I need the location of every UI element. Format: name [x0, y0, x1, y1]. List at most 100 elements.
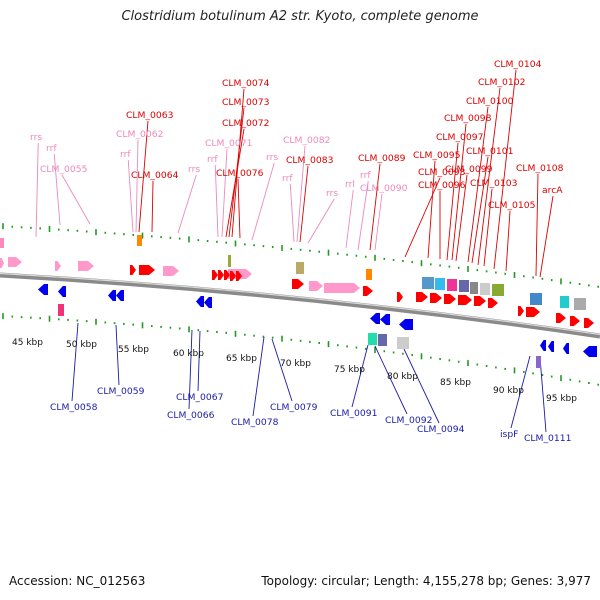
leader-line	[471, 156, 489, 264]
gene-box-feature	[378, 334, 387, 346]
leader-line	[35, 142, 39, 238]
top-gene-label: CLM_0072	[222, 118, 269, 129]
top-gene-label: CLM_0105	[488, 200, 536, 211]
top-gene-label: CLM_0098	[444, 113, 492, 124]
top-gene-label: rrl	[345, 179, 355, 190]
reverse-gene-feature	[548, 341, 554, 352]
forward-gene-feature	[526, 307, 540, 317]
top-gene-label: rrs	[30, 132, 42, 143]
forward-gene-feature	[444, 294, 456, 304]
leader-line	[403, 348, 440, 424]
bottom-gene-label: CLM_0058	[50, 402, 98, 413]
top-gene-label: CLM_0063	[126, 110, 174, 121]
forward-gene-feature	[212, 270, 218, 280]
top-gene-label: arcA	[542, 185, 563, 196]
scale-label: 75 kbp	[334, 365, 365, 375]
top-gene-label: rrs	[266, 152, 278, 163]
leader-line	[345, 189, 354, 249]
scale-label: 95 kbp	[546, 394, 577, 404]
forward-gene-feature	[416, 292, 428, 302]
gene-features	[0, 235, 597, 368]
reverse-gene-feature	[38, 284, 48, 295]
leader-line	[296, 145, 306, 243]
reverse-gene-feature	[563, 343, 569, 354]
forward-gene-feature	[518, 306, 524, 316]
top-gene-label: rrf	[360, 170, 371, 181]
leader-line	[237, 178, 241, 239]
forward-gene-feature	[430, 293, 442, 303]
leader-line	[351, 344, 369, 408]
leader-line	[467, 106, 489, 263]
leader-line	[214, 164, 219, 238]
leader-line	[197, 330, 201, 392]
forward-gene-feature	[556, 313, 566, 323]
scale-labels: 45 kbp 50 kbp 55 kbp 60 kbp 65 kbp 70 kbp 75 k…	[12, 338, 577, 404]
forward-gene-feature	[230, 271, 236, 281]
top-gene-label: CLM_0108	[516, 163, 564, 174]
top-gene-label: rrf	[120, 149, 131, 160]
scale-label: 55 kbp	[118, 345, 149, 355]
top-gene-label: CLM_0093	[418, 167, 466, 178]
inner-tick-track	[2, 313, 600, 386]
reverse-gene-feature	[116, 290, 124, 301]
gene-box-feature	[435, 278, 445, 290]
bottom-gene-label: CLM_0078	[231, 417, 279, 428]
leader-line	[427, 160, 436, 259]
top-gene-label: CLM_0101	[466, 146, 513, 157]
genome-backbone	[0, 272, 600, 339]
leader-line	[535, 173, 539, 277]
bottom-gene-label: ispF	[500, 429, 518, 440]
leader-line	[455, 174, 468, 262]
top-gene-label: CLM_0096	[418, 180, 466, 191]
forward-gene-feature	[224, 270, 230, 280]
leader-line	[177, 174, 197, 234]
leader-line	[307, 198, 335, 244]
forward-gene-feature	[488, 298, 498, 308]
forward-gene-feature	[458, 295, 472, 305]
bottom-gene-label: CLM_0091	[330, 408, 377, 419]
top-gene-label: CLM_0102	[478, 77, 525, 88]
top-gene-label: CLM_0064	[131, 170, 179, 181]
forward-gene-feature	[218, 270, 224, 280]
top-gene-label: CLM_0103	[470, 178, 518, 189]
leader-line	[374, 345, 408, 415]
reverse-gene-feature	[380, 314, 390, 325]
genome-map: 45 kbp 50 kbp 55 kbp 60 kbp 65 kbp 70 kbp 75 k…	[0, 59, 600, 444]
leader-line	[135, 139, 139, 233]
gene-box-feature	[296, 262, 304, 274]
top-gene-label: CLM_0097	[436, 132, 484, 143]
bottom-gene-label: CLM_0079	[270, 402, 318, 413]
gene-box-feature	[368, 333, 377, 345]
leader-line	[369, 163, 381, 251]
gene-box-feature	[560, 296, 569, 308]
top-gene-label: CLM_0099	[445, 164, 493, 175]
top-gene-label: CLM_0104	[494, 59, 542, 70]
rna-gene-feature	[78, 261, 94, 271]
accession-text: Accession: NC_012563	[9, 574, 146, 588]
bottom-gene-label: CLM_0067	[176, 392, 224, 403]
leader-line	[53, 153, 61, 226]
reverse-gene-feature	[399, 319, 413, 330]
leader-line	[483, 188, 493, 267]
leader-line	[61, 174, 91, 225]
bottom-gene-label: CLM_0066	[167, 410, 215, 421]
reverse-gene-feature	[370, 313, 380, 324]
scale-label: 80 kbp	[387, 372, 418, 382]
leader-line	[493, 69, 517, 270]
gene-box-feature	[0, 238, 4, 248]
leader-line	[299, 165, 309, 243]
gene-box-feature	[137, 235, 142, 246]
label-leader-lines	[35, 69, 554, 433]
forward-gene-feature	[139, 265, 155, 275]
top-gene-label: rrf	[282, 173, 293, 184]
scale-label: 60 kbp	[173, 349, 204, 359]
gene-box-feature	[470, 282, 478, 294]
rna-gene-feature	[324, 283, 360, 293]
leader-line	[477, 87, 501, 266]
reverse-gene-feature	[196, 296, 204, 307]
reverse-gene-feature	[204, 297, 212, 308]
gene-box-feature	[228, 255, 231, 267]
top-gene-label: CLM_0100	[466, 96, 514, 107]
leader-line	[251, 162, 275, 241]
gene-box-feature	[58, 304, 64, 316]
